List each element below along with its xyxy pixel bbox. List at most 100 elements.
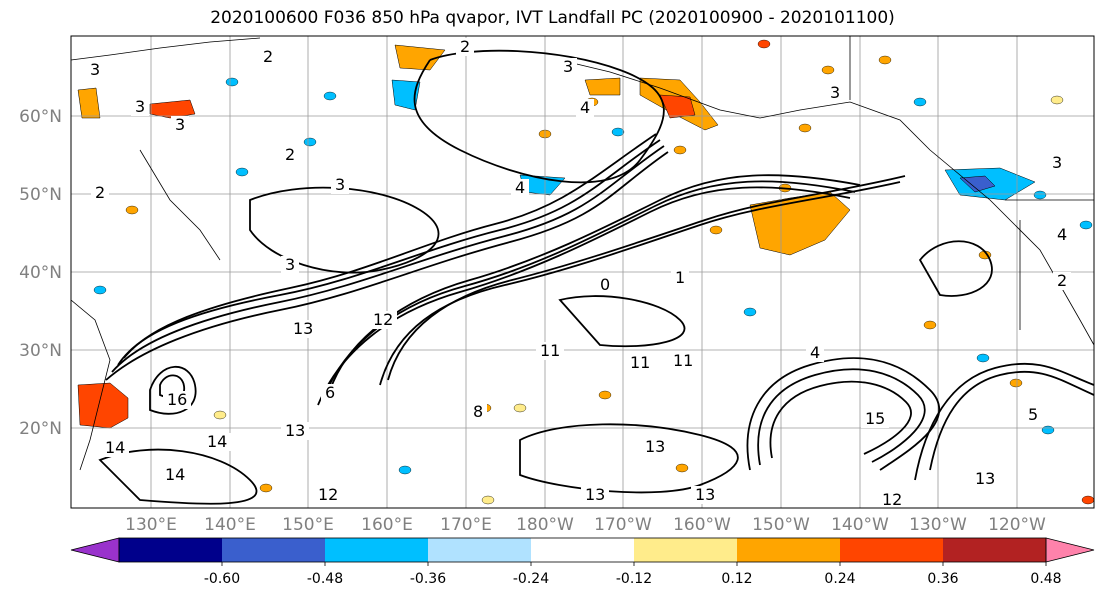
anomaly-speck bbox=[93, 285, 107, 295]
contour-label-bg bbox=[806, 344, 824, 362]
contour-label: 3 bbox=[135, 97, 145, 116]
anomaly-speck bbox=[125, 205, 139, 215]
contour-label: 16 bbox=[167, 390, 187, 409]
anomaly-patch bbox=[394, 44, 446, 71]
ivt-contour bbox=[105, 151, 669, 381]
contour-label: 14 bbox=[105, 438, 125, 457]
ivt-contour bbox=[929, 370, 1094, 471]
anomaly-speck bbox=[323, 91, 337, 101]
ivt-contour bbox=[769, 380, 912, 459]
colorbar-extend-high bbox=[1045, 537, 1095, 563]
ivt-contour bbox=[558, 295, 686, 348]
map-frame bbox=[70, 35, 1095, 509]
anomaly-speck bbox=[235, 167, 249, 177]
anomaly-patch bbox=[659, 94, 696, 119]
contour-label-bg bbox=[289, 320, 317, 338]
coastline bbox=[139, 149, 221, 261]
coastline bbox=[71, 37, 261, 61]
colorbar-tick-label: -0.24 bbox=[513, 571, 549, 587]
contour-label-bg bbox=[691, 486, 719, 504]
contour-label: 2 bbox=[285, 145, 295, 164]
anomaly-speck bbox=[798, 123, 812, 133]
lat-label: 50°N bbox=[19, 185, 62, 205]
anomaly-speck bbox=[225, 77, 239, 87]
contour-label: 2 bbox=[95, 183, 105, 202]
contour-label-bg bbox=[321, 384, 339, 402]
coastline bbox=[759, 101, 1016, 226]
colorbar-tick-label: -0.48 bbox=[307, 571, 343, 587]
contour-label: 4 bbox=[515, 178, 525, 197]
anomaly-patch bbox=[584, 77, 621, 96]
lon-label: 150°W bbox=[752, 515, 810, 535]
contour-label: 13 bbox=[293, 319, 313, 338]
contour-label-bg bbox=[576, 99, 594, 117]
contour-label: 2 bbox=[1057, 271, 1067, 290]
lon-label: 140°E bbox=[204, 515, 256, 535]
contour-label-bg bbox=[86, 61, 104, 79]
anomaly-patch bbox=[77, 87, 101, 119]
ivt-contour bbox=[117, 139, 661, 366]
anomaly-speck bbox=[976, 353, 990, 363]
contour-label: 11 bbox=[673, 351, 693, 370]
contour-label-bg bbox=[369, 311, 397, 329]
colorbar: -0.60 -0.48 -0.36 -0.24 -0.12 0.12 0.24 0.36 0.4… bbox=[70, 537, 1095, 587]
latitude-labels: 60°N 50°N 40°N 30°N 20°N bbox=[19, 107, 62, 439]
contour-label-bg bbox=[1053, 272, 1071, 290]
anomaly-patch bbox=[959, 175, 996, 193]
anomaly-speck bbox=[513, 403, 527, 413]
anomaly-speck bbox=[675, 463, 689, 473]
contour-label-bg bbox=[559, 58, 577, 76]
lon-label: 130°E bbox=[125, 515, 177, 535]
lon-label: 170°E bbox=[440, 515, 492, 535]
colorbar-segment bbox=[634, 538, 738, 562]
contour-label-bg bbox=[163, 391, 191, 409]
contour-label: 13 bbox=[975, 469, 995, 488]
figure-title: 2020100600 F036 850 hPa qvapor, IVT Land… bbox=[210, 8, 895, 28]
colorbar-segment bbox=[531, 538, 635, 562]
contour-label: 3 bbox=[830, 83, 840, 102]
contour-label: 15 bbox=[865, 409, 885, 428]
colorbar-tick-label: 0.12 bbox=[721, 571, 752, 587]
anomaly-patch bbox=[391, 79, 421, 111]
contour-label-bg bbox=[861, 410, 889, 428]
anomaly-patch bbox=[77, 382, 129, 429]
anomaly-speck bbox=[757, 39, 771, 49]
anomaly-shading bbox=[77, 39, 1094, 505]
contour-label: 11 bbox=[540, 341, 560, 360]
colorbar-segment bbox=[840, 538, 944, 562]
colorbar-tick-label: -0.36 bbox=[410, 571, 446, 587]
contour-label: 3 bbox=[335, 175, 345, 194]
contour-label-bg bbox=[281, 422, 309, 440]
contour-label-bg bbox=[1024, 406, 1042, 424]
anomaly-speck bbox=[1079, 220, 1093, 230]
colorbar-frame bbox=[118, 537, 1047, 563]
anomaly-speck bbox=[709, 225, 723, 235]
lon-label: 130°W bbox=[909, 515, 967, 535]
lat-label: 40°N bbox=[19, 263, 62, 283]
contour-label: 2 bbox=[263, 47, 273, 66]
ivt-contour bbox=[757, 368, 926, 466]
colorbar-segment bbox=[325, 538, 429, 562]
colorbar-tick-label: -0.60 bbox=[204, 571, 240, 587]
contour-label: 3 bbox=[285, 255, 295, 274]
contour-label: 1 bbox=[675, 268, 685, 287]
contour-label-bg bbox=[878, 491, 906, 508]
contour-label: 4 bbox=[580, 98, 590, 117]
colorbar-segment bbox=[428, 538, 532, 562]
contour-label-bg bbox=[1048, 154, 1066, 172]
contour-label-bg bbox=[259, 48, 277, 66]
contour-label-bg bbox=[469, 403, 487, 421]
contour-label: 13 bbox=[285, 421, 305, 440]
contour-label: 4 bbox=[1057, 225, 1067, 244]
ivt-contour bbox=[379, 181, 901, 386]
colorbar-tick-label: -0.12 bbox=[616, 571, 652, 587]
ivt-contour bbox=[123, 133, 657, 359]
lon-label: 140°W bbox=[831, 515, 889, 535]
contour-label: 11 bbox=[630, 353, 650, 372]
longitude-labels: 130°E 140°E 150°E 160°E 170°E 180°W 170°W 160°W… bbox=[125, 515, 1046, 535]
lat-label: 20°N bbox=[19, 419, 62, 439]
colorbar-segment bbox=[119, 538, 223, 562]
colorbar-tick-label: 0.24 bbox=[824, 571, 855, 587]
contour-label-bg bbox=[131, 98, 149, 116]
anomaly-speck bbox=[878, 55, 892, 65]
